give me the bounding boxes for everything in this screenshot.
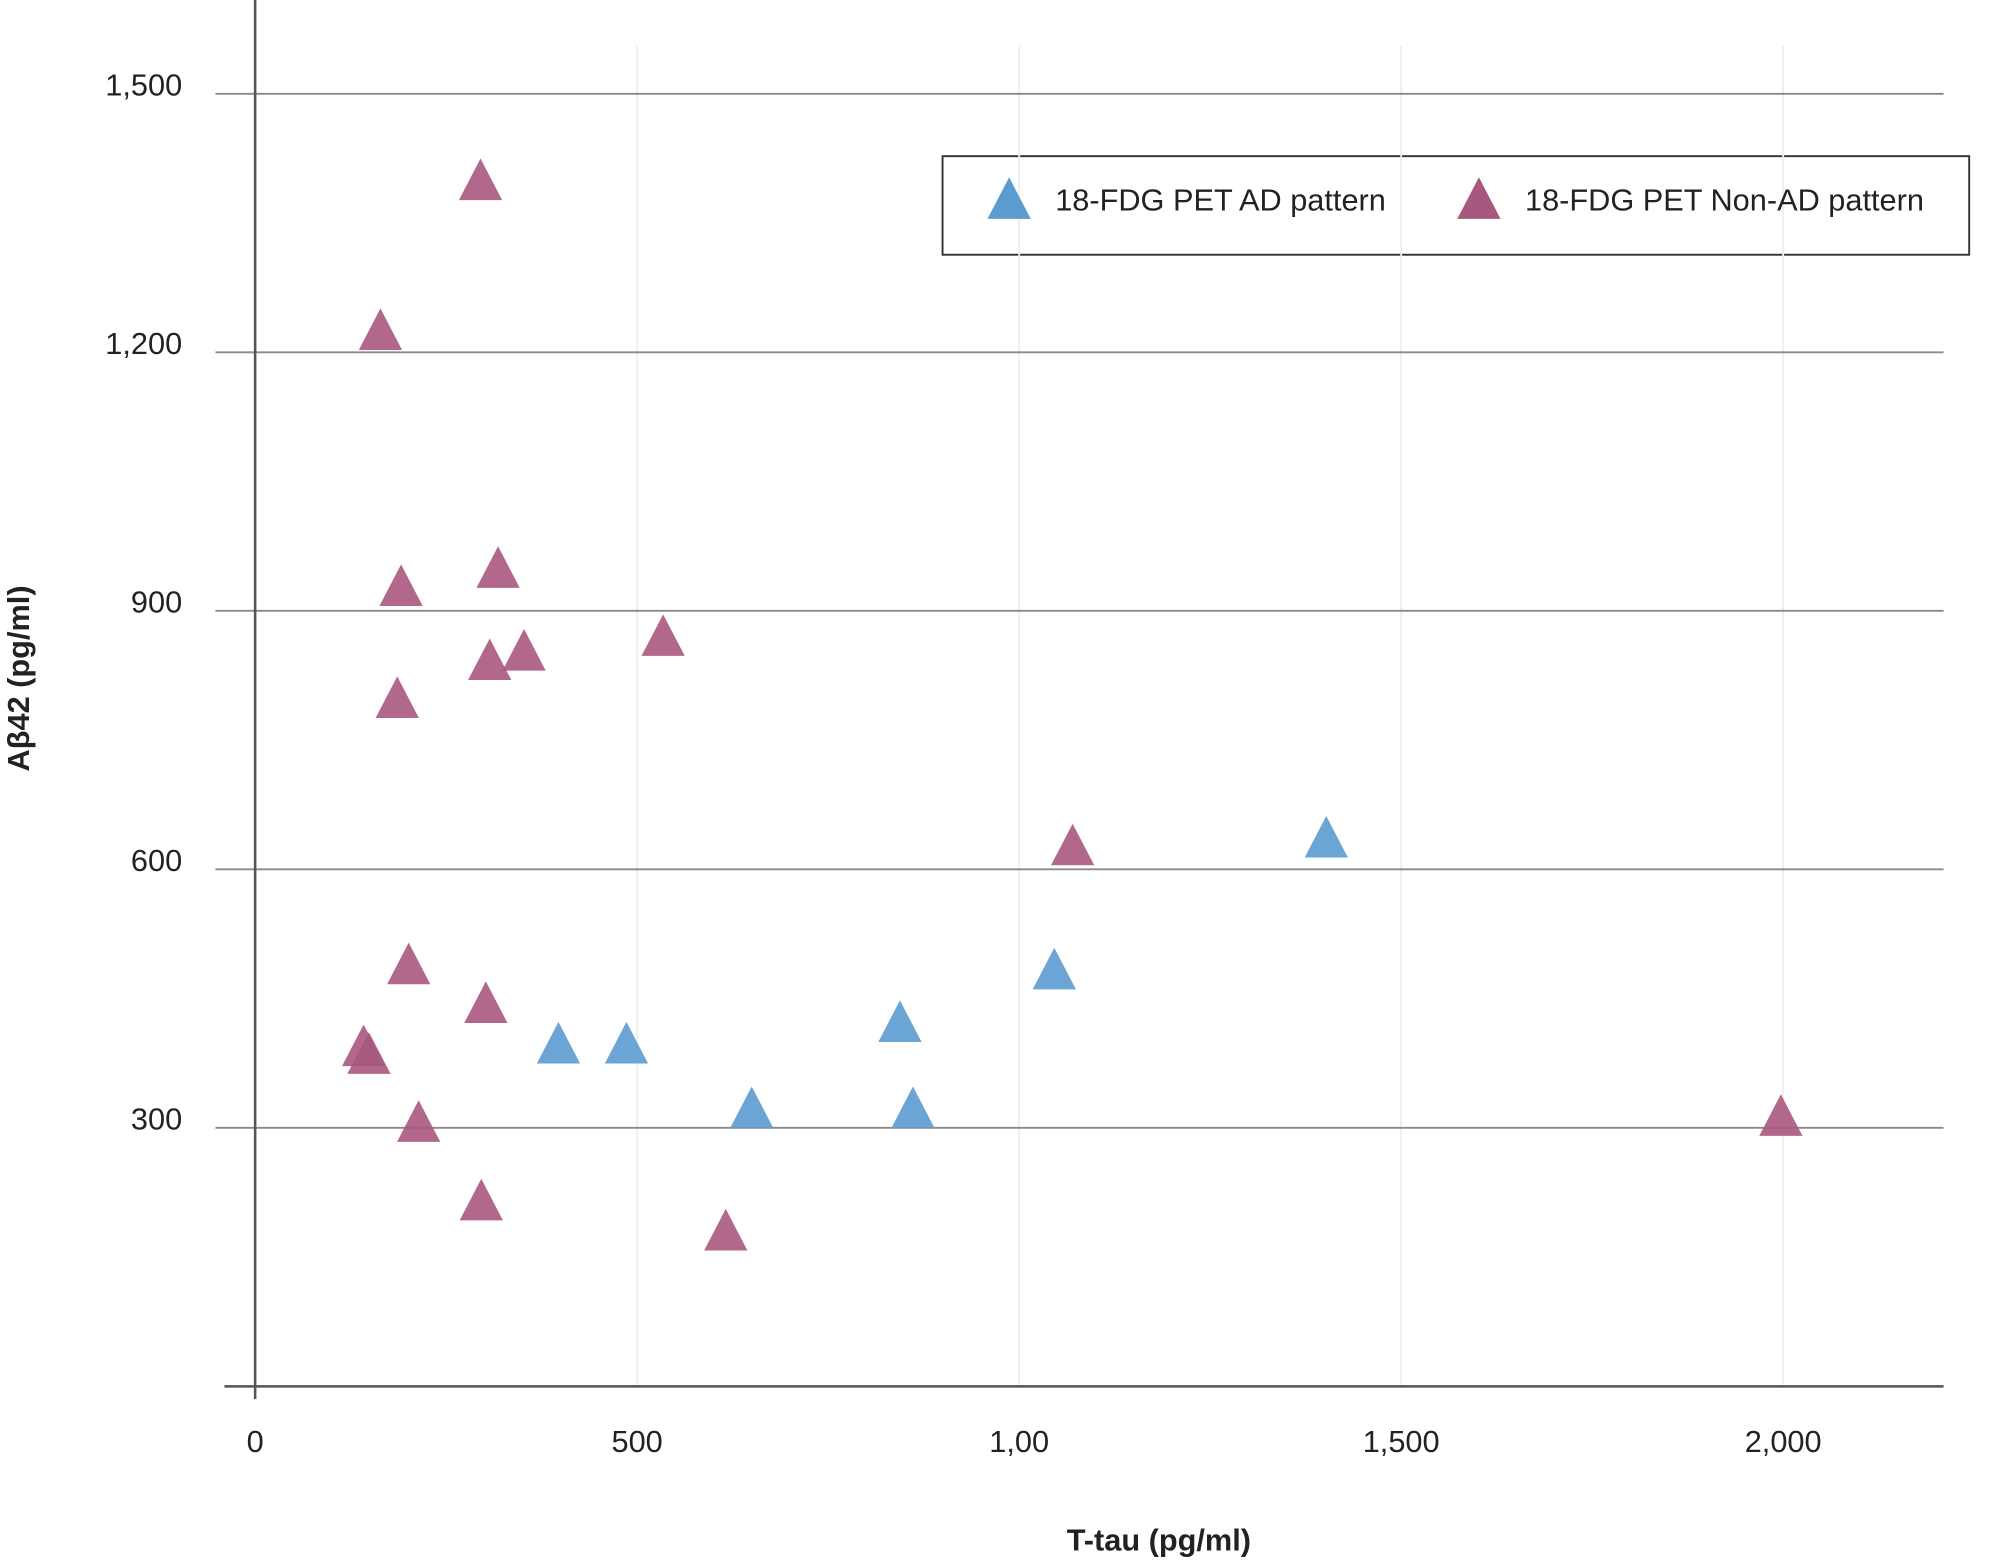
point — [375, 676, 419, 718]
point — [1050, 823, 1095, 866]
y-axis-title: Aβ42 (pg/ml) — [1, 585, 36, 771]
x-tick-label: 2,000 — [1745, 1424, 1822, 1459]
point — [730, 1086, 774, 1129]
point — [347, 1032, 391, 1074]
y-tick-label: 600 — [131, 843, 182, 878]
y-tick-label: 1,200 — [105, 326, 182, 361]
y-tick-label: 900 — [131, 585, 182, 620]
point — [704, 1208, 748, 1251]
x-tick-label: 0 — [247, 1424, 264, 1459]
x-tick-label: 1,00 — [989, 1424, 1049, 1459]
point — [379, 564, 423, 606]
point — [468, 638, 512, 681]
x-axis-title: T-tau (pg/ml) — [1067, 1523, 1251, 1558]
legend-marker — [1457, 177, 1501, 219]
point — [458, 158, 503, 201]
point — [464, 981, 508, 1023]
point — [476, 546, 520, 588]
x-tick-label: 500 — [612, 1424, 663, 1459]
point — [604, 1021, 649, 1064]
y-tick-label: 1,500 — [105, 68, 182, 103]
point — [358, 308, 403, 351]
legend-label: 18-FDG PET Non-AD pattern — [1525, 182, 1924, 217]
point — [502, 628, 546, 671]
x-tick-label: 1,500 — [1363, 1424, 1440, 1459]
legend-label: 18-FDG PET AD pattern — [1055, 182, 1386, 217]
point — [397, 1100, 441, 1142]
point — [1759, 1094, 1803, 1136]
point — [878, 1000, 922, 1042]
point — [641, 614, 685, 656]
point — [536, 1021, 581, 1064]
point — [891, 1086, 935, 1129]
y-tick-label: 300 — [131, 1102, 182, 1137]
point — [1304, 815, 1348, 858]
point — [1032, 947, 1076, 990]
point — [387, 942, 431, 985]
legend-box — [941, 155, 1971, 256]
point — [459, 1178, 503, 1221]
legend-marker — [987, 177, 1031, 219]
